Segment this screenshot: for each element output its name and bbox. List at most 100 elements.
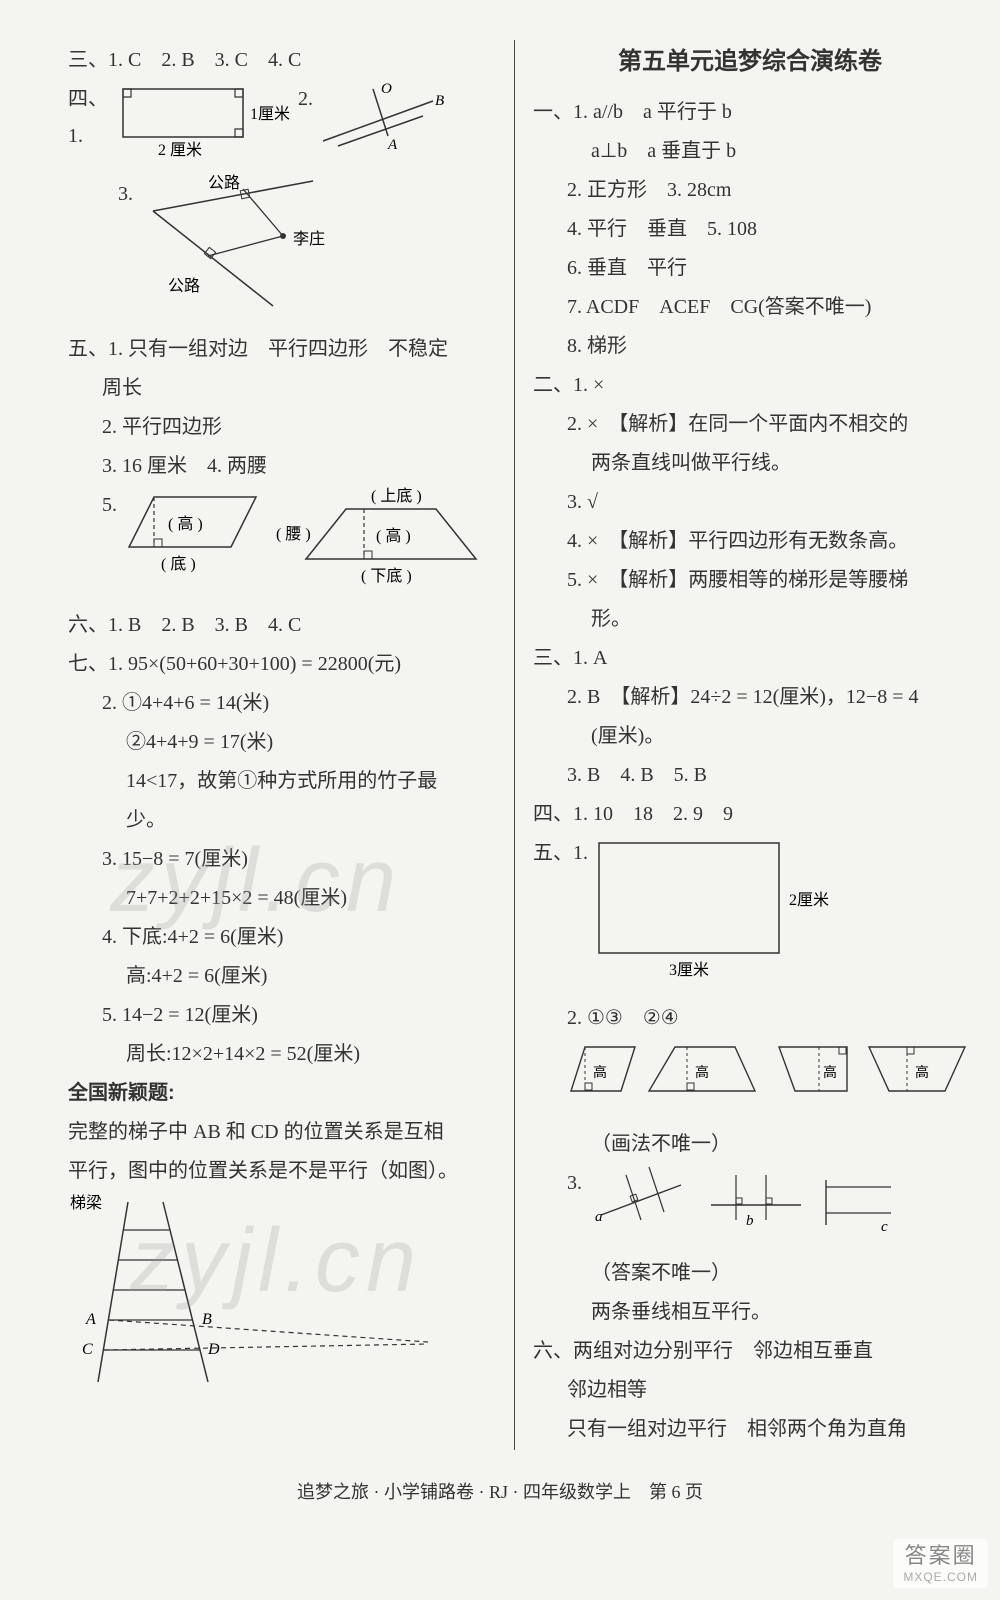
s7-2d: 少。 xyxy=(68,802,496,839)
road-diagram: 公路 公路 李庄 xyxy=(133,176,393,329)
r5-shapes-row: 高 高 高 高 xyxy=(533,1039,967,1124)
r2-5b: 形。 xyxy=(533,601,967,638)
r6-1: 六、两组对边分别平行 邻边相互垂直 xyxy=(533,1333,967,1370)
svg-text:高: 高 xyxy=(823,1064,837,1081)
r2-4: 4. × 【解析】平行四边形有无数条高。 xyxy=(533,523,967,560)
parallelogram-diagram: ( 高 ) ( 底 ) xyxy=(126,487,276,595)
r2-3: 3. √ xyxy=(533,484,967,521)
svg-text:( 上底 ): ( 上底 ) xyxy=(371,487,422,505)
r5-2: 2. ①③ ②④ xyxy=(533,1000,967,1037)
rect-right-label: 1厘米 xyxy=(250,105,290,123)
r5-3-row: 3. a b xyxy=(533,1165,967,1253)
svg-text:O: O xyxy=(381,81,392,97)
r5-note1: （画法不唯一） xyxy=(533,1126,967,1163)
svg-text:B: B xyxy=(435,93,444,109)
s5-3: 3. 16 厘米 4. 两腰 xyxy=(68,448,496,485)
s7-4a: 4. 下底:4+2 = 6(厘米) xyxy=(68,919,496,956)
r3-3: 3. B 4. B 5. B xyxy=(533,757,967,794)
svg-text:2厘米: 2厘米 xyxy=(789,891,829,909)
s5-1: 五、1. 只有一组对边 平行四边形 不稳定 xyxy=(68,331,496,368)
r1-2: 2. 正方形 3. 28cm xyxy=(533,172,967,209)
nat2: 平行，图中的位置关系是不是平行（如图）。 xyxy=(68,1153,496,1190)
svg-text:A: A xyxy=(387,137,398,153)
national-title: 全国新颖题: xyxy=(68,1075,496,1112)
s7-3b: 7+7+2+2+15×2 = 48(厘米) xyxy=(68,880,496,917)
page: 三、1. C 2. B 3. C 4. C 四、1. 1厘米 2 厘米 2. O xyxy=(0,0,1000,1470)
nat1: 完整的梯子中 AB 和 CD 的位置关系是互相 xyxy=(68,1114,496,1151)
r5-1-label: 五、1. xyxy=(533,835,589,998)
sec4-3: 3. xyxy=(118,176,133,329)
svg-text:高: 高 xyxy=(915,1064,929,1081)
sec4-2: 2. xyxy=(298,81,313,118)
trapezoid-diagram: ( 上底 ) ( 腰 ) ( 高 ) ( 下底 ) xyxy=(276,487,496,605)
s6: 六、1. B 2. B 3. B 4. C xyxy=(68,607,496,644)
svg-text:A: A xyxy=(85,1311,96,1328)
r1-8: 8. 梯形 xyxy=(533,328,967,365)
svg-text:梯梁: 梯梁 xyxy=(70,1194,102,1212)
r2-5a: 5. × 【解析】两腰相等的梯形是等腰梯 xyxy=(533,562,967,599)
perp-diagrams: a b c xyxy=(591,1165,911,1253)
s7-5a: 5. 14−2 = 12(厘米) xyxy=(68,997,496,1034)
r4: 四、1. 10 18 2. 9 9 xyxy=(533,796,967,833)
svg-text:a: a xyxy=(595,1209,603,1225)
svg-text:D: D xyxy=(207,1341,220,1358)
r2-2a: 2. × 【解析】在同一个平面内不相交的 xyxy=(533,406,967,443)
s5-1b: 周长 xyxy=(68,370,496,407)
ladder-diagram: 梯梁 A B C D xyxy=(68,1192,496,1405)
r5-1-row: 五、1. 2厘米 3厘米 xyxy=(533,835,967,998)
svg-text:高: 高 xyxy=(695,1064,709,1081)
svg-text:3厘米: 3厘米 xyxy=(669,961,709,979)
s7-2a: 2. ①4+4+6 = 14(米) xyxy=(68,685,496,722)
s7-1: 七、1. 95×(50+60+30+100) = 22800(元) xyxy=(68,646,496,683)
corner-text2: MXQE.COM xyxy=(903,1570,978,1584)
s7-5b: 周长:12×2+14×2 = 52(厘米) xyxy=(68,1036,496,1073)
svg-text:B: B xyxy=(202,1311,212,1328)
angle-diagram: O B A xyxy=(313,81,453,174)
svg-text:C: C xyxy=(82,1341,93,1358)
s5-2: 2. 平行四边形 xyxy=(68,409,496,446)
sec4-row: 四、1. 1厘米 2 厘米 2. O B A xyxy=(68,81,496,174)
r2-2b: 两条直线叫做平行线。 xyxy=(533,445,967,482)
r6-2: 邻边相等 xyxy=(533,1372,967,1409)
s5-5-label: 5. xyxy=(102,487,126,524)
corner-text1: 答案圈 xyxy=(903,1543,978,1569)
r1-6: 6. 垂直 平行 xyxy=(533,250,967,287)
s7-2b: ②4+4+9 = 17(米) xyxy=(68,724,496,761)
svg-text:( 底 ): ( 底 ) xyxy=(161,555,196,573)
r1-1b: a⊥b a 垂直于 b xyxy=(533,133,967,170)
svg-text:( 下底 ): ( 下底 ) xyxy=(361,567,412,585)
r5-note3: 两条垂线相互平行。 xyxy=(533,1294,967,1331)
svg-text:公路: 公路 xyxy=(168,277,200,295)
s7-4b: 高:4+2 = 6(厘米) xyxy=(68,958,496,995)
right-column: 第五单元追梦综合演练卷 一、1. a//b a 平行于 b a⊥b a 垂直于 … xyxy=(515,40,985,1450)
r1-1a: 一、1. a//b a 平行于 b xyxy=(533,94,967,131)
page-footer: 追梦之旅 · 小学铺路卷 · RJ · 四年级数学上 第 6 页 xyxy=(0,1478,1000,1504)
svg-text:公路: 公路 xyxy=(208,174,240,192)
svg-text:c: c xyxy=(881,1219,888,1235)
corner-badge: 答案圈 MXQE.COM xyxy=(893,1539,988,1588)
sec4-3-row: 3. 公路 公路 李庄 xyxy=(68,176,496,329)
svg-text:b: b xyxy=(746,1213,754,1229)
r1-7: 7. ACDF ACEF CG(答案不唯一) xyxy=(533,289,967,326)
s5-5-row: 5. ( 高 ) ( 底 ) ( 上底 ) ( 腰 ) ( 高 ) xyxy=(68,487,496,605)
sec3: 三、1. C 2. B 3. C 4. C xyxy=(68,42,496,79)
r5-rect-diagram: 2厘米 3厘米 xyxy=(589,835,849,998)
rect-bottom-label: 2 厘米 xyxy=(158,141,202,159)
unit-title: 第五单元追梦综合演练卷 xyxy=(533,40,967,84)
four-shapes-diagram: 高 高 高 高 xyxy=(567,1039,967,1111)
r2-1: 二、1. × xyxy=(533,367,967,404)
r5-3-label: 3. xyxy=(567,1165,591,1202)
left-column: 三、1. C 2. B 3. C 4. C 四、1. 1厘米 2 厘米 2. O xyxy=(50,40,515,1450)
s7-2c: 14<17，故第①种方式所用的竹子最 xyxy=(68,763,496,800)
r1-4: 4. 平行 垂直 5. 108 xyxy=(533,211,967,248)
r3-1: 三、1. A xyxy=(533,640,967,677)
s7-3a: 3. 15−8 = 7(厘米) xyxy=(68,841,496,878)
svg-text:高: 高 xyxy=(593,1064,607,1081)
svg-text:李庄: 李庄 xyxy=(293,230,325,248)
svg-text:( 高 ): ( 高 ) xyxy=(168,515,203,533)
sec4-label: 四、1. xyxy=(68,81,118,155)
rect-diagram: 1厘米 2 厘米 xyxy=(118,81,288,174)
r5-note2: （答案不唯一） xyxy=(533,1255,967,1292)
r6-3: 只有一组对边平行 相邻两个角为直角 xyxy=(533,1411,967,1448)
r3-2a: 2. B 【解析】24÷2 = 12(厘米)，12−8 = 4 xyxy=(533,679,967,716)
